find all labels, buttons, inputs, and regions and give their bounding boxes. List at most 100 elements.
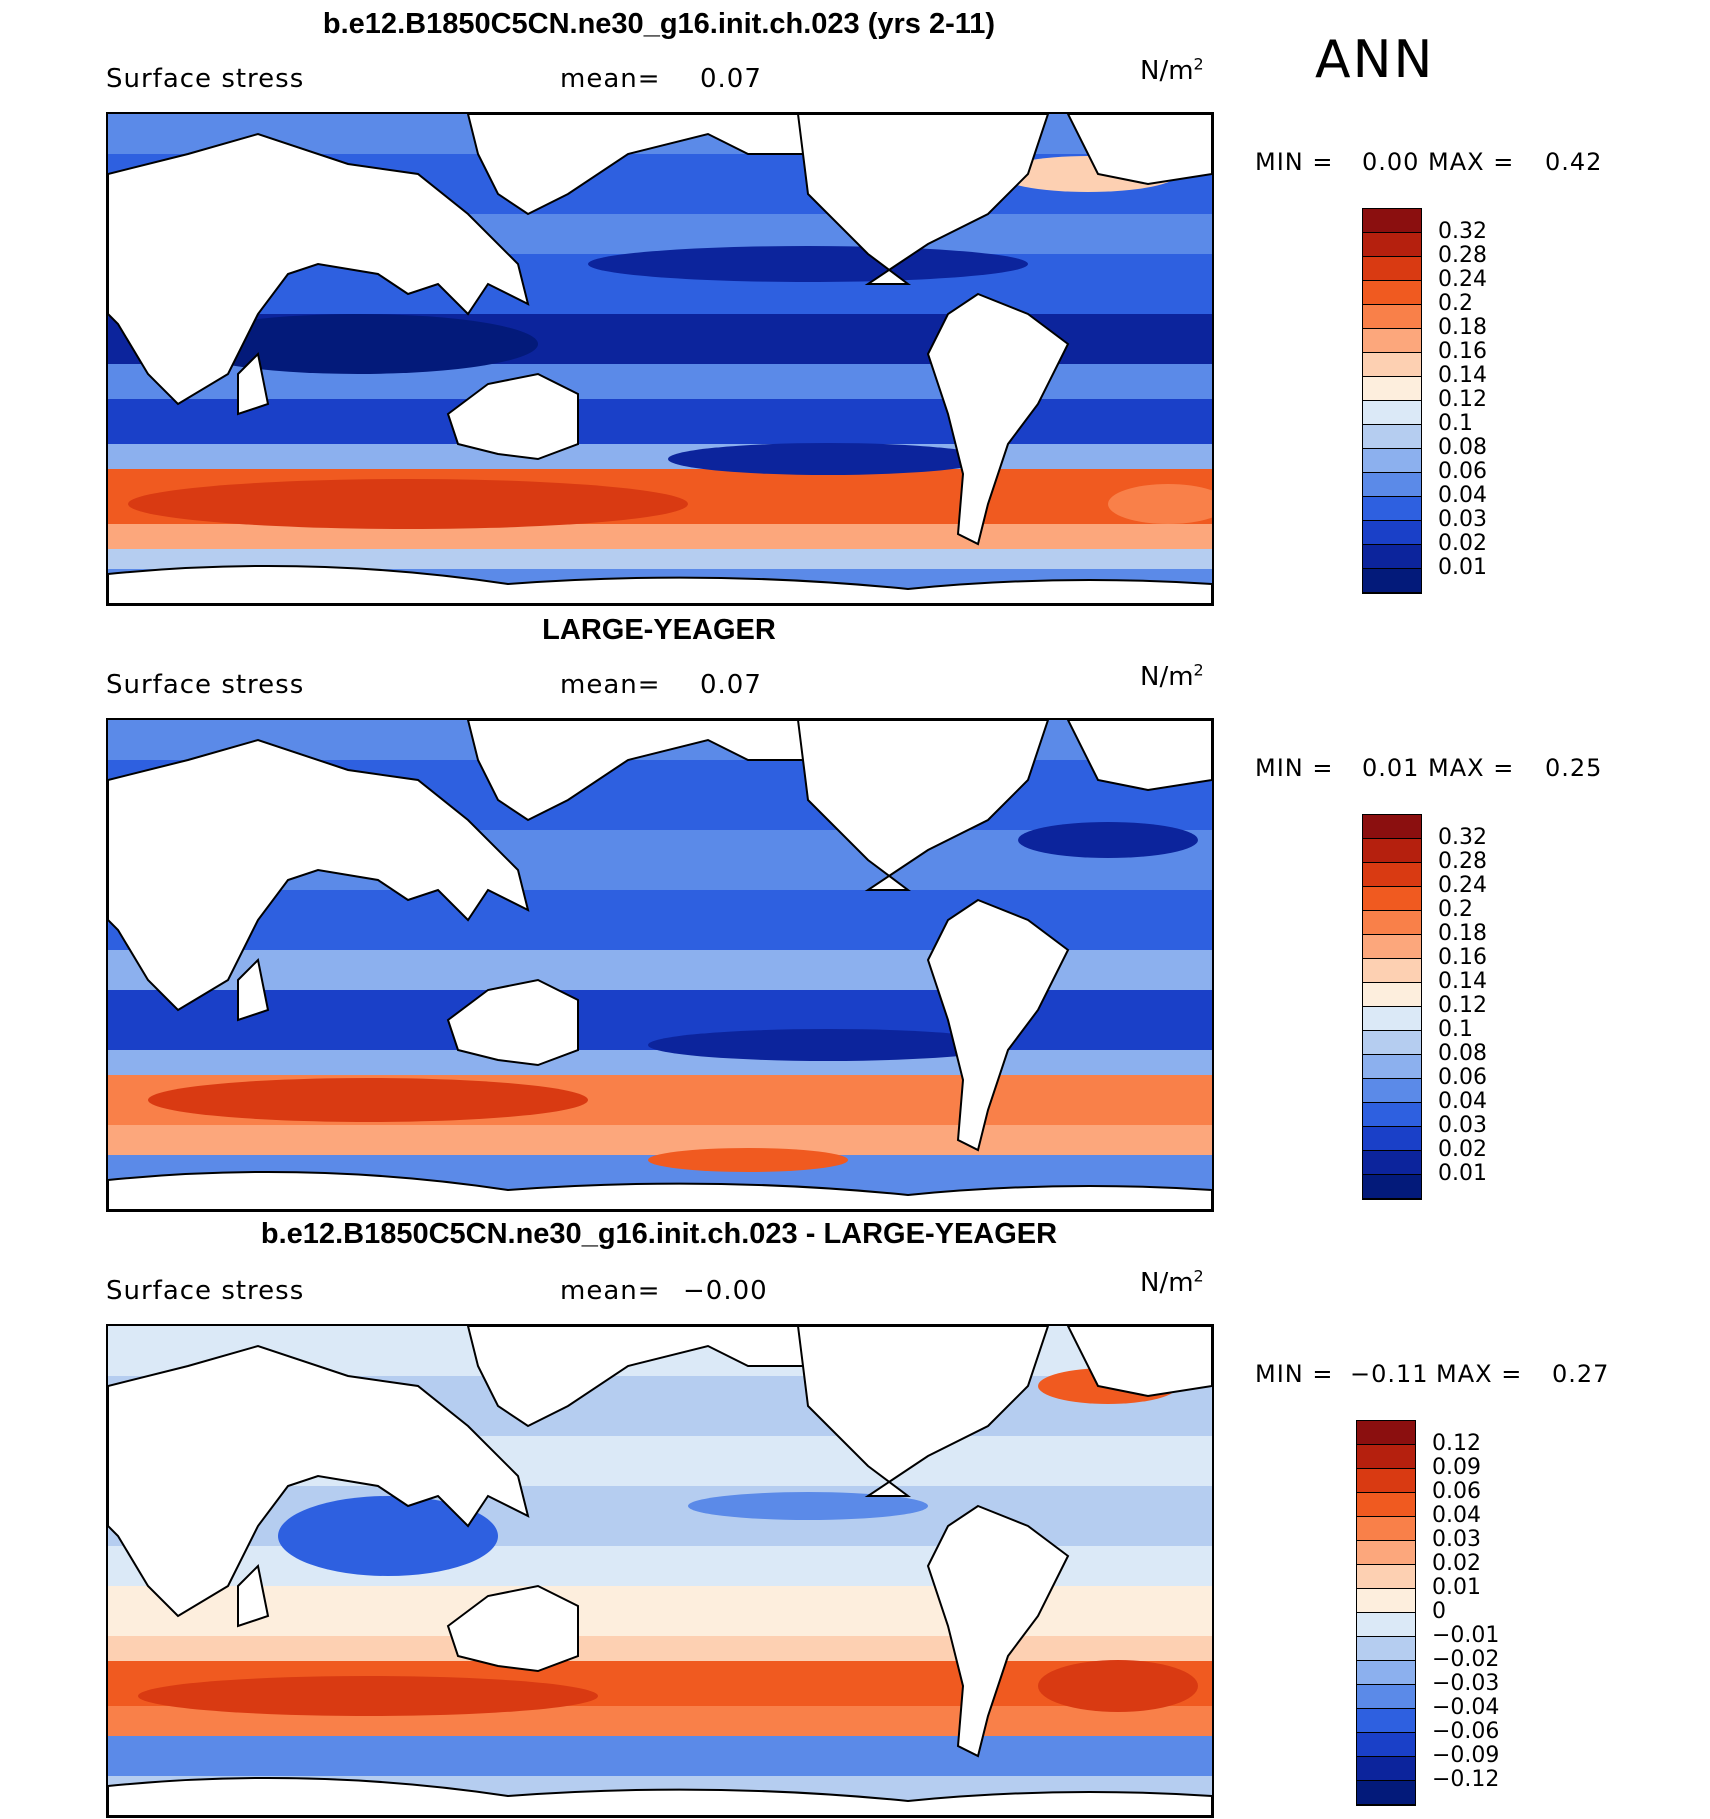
colorbar-label: 0.01 — [1438, 1161, 1487, 1186]
panel-1-variable: Surface stress — [106, 64, 305, 94]
colorbar-label: 0.09 — [1432, 1455, 1481, 1480]
panel-2-map — [106, 718, 1214, 1212]
colorbar-box — [1363, 329, 1421, 353]
colorbar-box — [1363, 1103, 1421, 1127]
colorbar-label: 0.12 — [1438, 387, 1487, 412]
colorbar-label: 0.14 — [1438, 969, 1487, 994]
colorbar-box — [1363, 1007, 1421, 1031]
panel-2-variable: Surface stress — [106, 670, 305, 700]
colorbar-box — [1357, 1709, 1415, 1733]
colorbar-label: −0.03 — [1432, 1671, 1500, 1696]
colorbar-label: −0.01 — [1432, 1623, 1500, 1648]
colorbar-box — [1363, 983, 1421, 1007]
panel-2-max-label: MAX = — [1428, 754, 1515, 782]
colorbar-label: 0.32 — [1438, 219, 1487, 244]
panel-3-title: b.e12.B1850C5CN.ne30_g16.init.ch.023 - L… — [260, 1218, 1058, 1250]
colorbar-box — [1357, 1733, 1415, 1757]
colorbar-label: 0.16 — [1438, 339, 1487, 364]
panel-3-min-label: MIN = — [1255, 1360, 1334, 1388]
panel-1-min-label: MIN = — [1255, 148, 1334, 176]
panel-3-max-label: MAX = — [1436, 1360, 1523, 1388]
panel-1-max-label: MAX = — [1428, 148, 1515, 176]
colorbar-box — [1363, 521, 1421, 545]
colorbar-box — [1357, 1445, 1415, 1469]
colorbar-box — [1363, 863, 1421, 887]
panel-2-mean-value: 0.07 — [700, 670, 762, 700]
panel-1-min-value: 0.00 — [1362, 148, 1420, 176]
panel-1-units: N/m2 — [1140, 54, 1204, 86]
colorbar-box — [1363, 377, 1421, 401]
colorbar-label: 0.28 — [1438, 243, 1487, 268]
colorbar-box — [1357, 1661, 1415, 1685]
colorbar-box — [1363, 449, 1421, 473]
colorbar-box — [1357, 1421, 1415, 1445]
panel-2-min-label: MIN = — [1255, 754, 1334, 782]
panel-2-mean-label: mean= — [560, 670, 661, 700]
colorbar-box — [1363, 305, 1421, 329]
colorbar-label: 0.16 — [1438, 945, 1487, 970]
panel-3-variable: Surface stress — [106, 1276, 305, 1306]
colorbar-label: 0.18 — [1438, 921, 1487, 946]
colorbar-box — [1363, 935, 1421, 959]
panel-3-units: N/m2 — [1140, 1266, 1204, 1298]
colorbar-label: 0.04 — [1438, 483, 1487, 508]
colorbar-box — [1357, 1637, 1415, 1661]
colorbar-label: −0.09 — [1432, 1743, 1500, 1768]
colorbar-box — [1363, 401, 1421, 425]
colorbar-box — [1363, 209, 1421, 233]
colorbar-box — [1357, 1469, 1415, 1493]
colorbar-box — [1363, 1055, 1421, 1079]
season-label: ANN — [1315, 30, 1435, 90]
colorbar-box — [1363, 281, 1421, 305]
colorbar-label: 0.06 — [1432, 1479, 1481, 1504]
colorbar-box — [1363, 425, 1421, 449]
colorbar-box — [1357, 1757, 1415, 1781]
colorbar-box — [1357, 1565, 1415, 1589]
colorbar-box — [1363, 815, 1421, 839]
colorbar-box — [1363, 353, 1421, 377]
colorbar-box — [1363, 959, 1421, 983]
panel-1-map — [106, 112, 1214, 606]
colorbar-label: 0.01 — [1438, 555, 1487, 580]
colorbar-box — [1363, 1079, 1421, 1103]
colorbar-box — [1363, 545, 1421, 569]
colorbar-box — [1363, 233, 1421, 257]
colorbar-label: −0.02 — [1432, 1647, 1500, 1672]
colorbar-label: 0.18 — [1438, 315, 1487, 340]
colorbar-label: 0.01 — [1432, 1575, 1481, 1600]
colorbar-box — [1357, 1517, 1415, 1541]
colorbar-box — [1357, 1613, 1415, 1637]
colorbar-label: 0.02 — [1438, 1137, 1487, 1162]
colorbar-label: −0.04 — [1432, 1695, 1500, 1720]
colorbar-box — [1357, 1781, 1415, 1805]
colorbar-box — [1363, 911, 1421, 935]
colorbar-box — [1363, 1175, 1421, 1199]
colorbar-box — [1363, 1151, 1421, 1175]
panel-2-min-value: 0.01 — [1362, 754, 1420, 782]
colorbar-label: 0.02 — [1438, 531, 1487, 556]
panel-1-colorbar — [1362, 208, 1422, 594]
panel-3-map — [106, 1324, 1214, 1818]
colorbar-box — [1363, 257, 1421, 281]
colorbar-label: 0.06 — [1438, 459, 1487, 484]
colorbar-label: 0.02 — [1432, 1551, 1481, 1576]
colorbar-label: −0.06 — [1432, 1719, 1500, 1744]
colorbar-label: 0.08 — [1438, 1041, 1487, 1066]
colorbar-box — [1357, 1685, 1415, 1709]
panel-3-mean-label: mean= — [560, 1276, 661, 1306]
colorbar-label: 0.32 — [1438, 825, 1487, 850]
colorbar-label: 0.14 — [1438, 363, 1487, 388]
colorbar-label: 0.24 — [1438, 267, 1487, 292]
colorbar-label: 0.08 — [1438, 435, 1487, 460]
panel-1-max-value: 0.42 — [1545, 148, 1603, 176]
colorbar-label: 0.04 — [1438, 1089, 1487, 1114]
panel-2-max-value: 0.25 — [1545, 754, 1603, 782]
colorbar-label: 0 — [1432, 1599, 1446, 1624]
panel-3-max-value: 0.27 — [1552, 1360, 1610, 1388]
panel-3-colorbar — [1356, 1420, 1416, 1806]
colorbar-label: 0.03 — [1438, 1113, 1487, 1138]
colorbar-label: 0.12 — [1438, 993, 1487, 1018]
panel-1-title: b.e12.B1850C5CN.ne30_g16.init.ch.023 (yr… — [322, 8, 996, 40]
colorbar-label: 0.06 — [1438, 1065, 1487, 1090]
colorbar-label: 0.2 — [1438, 897, 1473, 922]
